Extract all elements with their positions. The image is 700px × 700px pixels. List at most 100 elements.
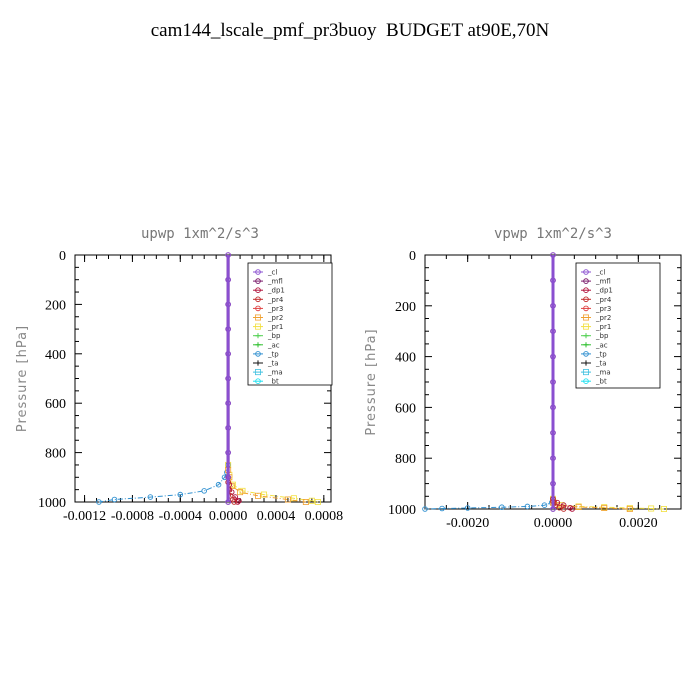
data-point-bp (255, 333, 261, 339)
data-point-tp (111, 496, 118, 503)
data-point-cl (550, 455, 556, 461)
data-point-mfl (583, 278, 589, 284)
data-point-cl (550, 430, 556, 436)
x-tick-label: -0.0008 (111, 509, 154, 524)
data-point-ma (254, 369, 261, 376)
chart-title: upwp 1xm^2/s^3 (141, 226, 259, 242)
data-point-pr1 (229, 481, 236, 488)
y-tick-label: 1000 (388, 503, 416, 518)
y-axis-label: Pressure [hPa] (364, 328, 379, 435)
legend-label: _tp (595, 350, 607, 358)
legend-label: _bp (267, 332, 281, 340)
data-point-cl (550, 506, 556, 512)
legend-label: _pr3 (267, 305, 283, 313)
data-point-pr3 (583, 305, 589, 312)
data-point-cl (255, 269, 261, 275)
data-point-pr2 (583, 314, 590, 321)
series-line (227, 469, 306, 503)
data-point-tp (215, 481, 222, 488)
data-point-cl (550, 328, 556, 334)
y-tick-label: 400 (395, 351, 416, 366)
legend-box (247, 262, 333, 386)
y-tick-label: 0 (409, 249, 416, 264)
data-point-cl (225, 276, 231, 283)
data-point-pr2 (254, 314, 261, 321)
data-point-pr1 (314, 498, 321, 505)
data-point-cl (225, 449, 231, 456)
series-pr2 (550, 499, 633, 512)
data-point-dp1 (255, 287, 261, 293)
data-point-cl (225, 375, 231, 382)
data-point-pr1 (308, 497, 315, 504)
legend-label: _dp1 (267, 287, 285, 295)
data-point-cl (550, 353, 556, 360)
data-point-dp1 (583, 287, 589, 293)
series-line (98, 464, 229, 503)
series-cl (225, 252, 231, 505)
legend-label: _pr4 (267, 296, 284, 304)
data-point-bt (583, 378, 589, 384)
data-point-pr2 (575, 503, 582, 510)
data-point-cl (225, 301, 231, 308)
y-axis-label: Pressure [hPa] (15, 325, 30, 432)
data-point-ac (583, 342, 589, 348)
data-point-tp (464, 505, 471, 511)
data-point-tp (96, 499, 102, 505)
series-line (424, 498, 554, 510)
legend-label: _ma (595, 369, 611, 377)
y-tick-label: 600 (45, 397, 66, 412)
y-tick-label: 200 (395, 300, 416, 315)
data-point-dp1 (569, 506, 575, 512)
data-point-cl (550, 404, 556, 411)
data-point-pr4 (231, 499, 237, 505)
series-line (552, 498, 664, 510)
data-point-pr2 (237, 489, 244, 496)
y-tick-label: 800 (45, 447, 66, 462)
legend-label: _pr1 (267, 323, 283, 331)
data-point-cl (225, 499, 231, 505)
data-point-tp (583, 351, 589, 357)
data-point-tp (255, 351, 261, 357)
data-point-cl (225, 326, 231, 332)
x-tick-label: -0.0004 (159, 509, 202, 524)
legend-label: _bt (267, 378, 279, 386)
legend-label: _pr3 (595, 305, 611, 313)
chart-panel-2: vpwp 1xm^2/s^3 Pressure [hPa] 0 200 400 600 80… (364, 226, 682, 531)
legend-label: _ta (595, 360, 607, 368)
legend-label: _pr2 (267, 314, 283, 322)
data-point-pr2 (302, 498, 309, 505)
series-tp (96, 462, 231, 505)
series-cl (550, 252, 556, 512)
y-tick-label: 600 (395, 401, 416, 416)
data-point-dp1 (234, 499, 241, 505)
data-point-pr4 (560, 506, 567, 512)
x-tick-label: 0.0008 (305, 509, 344, 524)
legend-label: _cl (595, 269, 605, 277)
data-point-ma (583, 369, 590, 376)
legend: _cl_mfl_dp1_pr4_pr3_pr2_pr1_bp_ac_tp_ta_… (247, 262, 333, 386)
data-point-ac (255, 342, 261, 348)
data-point-pr4 (255, 296, 261, 303)
data-point-bt (255, 378, 261, 384)
data-point-bp (583, 333, 589, 339)
legend: _cl_mfl_dp1_pr4_pr3_pr2_pr1_bp_ac_tp_ta_… (575, 262, 661, 389)
data-point-cl (225, 474, 231, 481)
legend-label: _pr1 (595, 323, 611, 331)
data-point-pr2 (255, 492, 262, 499)
data-point-tp (422, 506, 428, 512)
data-point-ta (583, 360, 589, 366)
x-tick-label: -0.0020 (446, 516, 489, 531)
data-point-tp (201, 488, 207, 494)
data-point-pr2 (601, 504, 608, 511)
data-point-pr1 (290, 495, 297, 502)
series-line (227, 464, 318, 503)
legend-label: _ta (267, 360, 279, 368)
data-point-cl (550, 277, 556, 284)
x-tick-label: 0.0020 (619, 516, 658, 531)
y-tick-label: 200 (45, 298, 66, 313)
data-point-tp (524, 503, 531, 510)
data-point-pr1 (254, 323, 261, 330)
data-point-mfl (255, 278, 261, 284)
page-title: cam144_lscale_pmf_pr3buoy BUDGET at90E,7… (150, 20, 550, 41)
